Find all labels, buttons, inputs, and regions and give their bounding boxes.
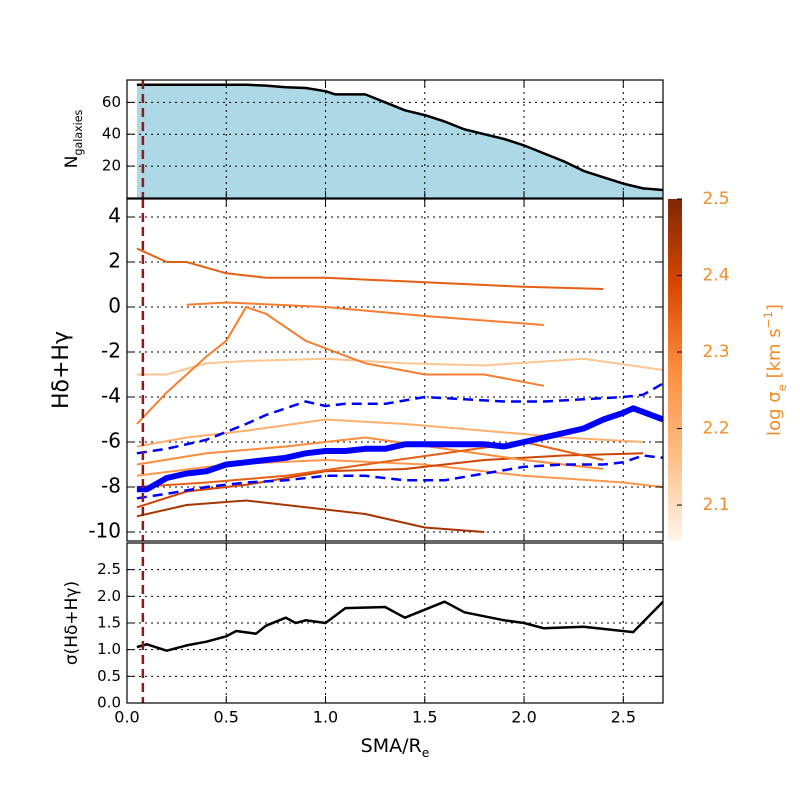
y-tick-label: 60 [102,93,121,111]
data-line [136,83,663,192]
galaxy-line [136,436,604,470]
y-axis-label: Hδ+Hγ [49,331,74,409]
plot-area [127,199,663,541]
galaxy-line [136,357,663,376]
y-tick-label: 0 [108,294,121,318]
y-axis-label: Ngalaxies [62,110,85,169]
colorbar-label-part: log σ [764,391,785,436]
x-tick-label: 1.5 [412,708,437,727]
colorbar-label-part: e [775,384,789,391]
y-axis-label: σ(Hδ+Hγ) [62,581,82,665]
colorbar-label-part: −1 [761,311,775,328]
y-axis-label-part: σ(Hδ+Hγ) [62,581,82,665]
data-line [136,454,663,500]
colorbar-tick-label: 2.4 [702,266,729,286]
x-tick-label: 1.0 [313,708,338,727]
data-line [136,600,663,652]
x-axis-label-part: e [422,746,430,760]
x-tick-label: 0.0 [114,708,139,727]
y-axis-label-part: galaxies [72,110,85,156]
colorbar-tick-label: 2.5 [702,189,729,209]
y-tick-label: 40 [102,125,121,143]
x-axis-label: SMA/Re [361,735,430,760]
y-tick-label: -2 [101,339,121,363]
colorbar [668,199,682,541]
x-tick-label: 2.5 [611,708,636,727]
y-tick-label: 1.0 [97,640,121,658]
galaxy-line [136,247,604,290]
panel-frame [126,542,664,704]
y-tick-label: -10 [88,519,121,543]
x-tick-label: 2.0 [511,708,536,727]
colorbar-tick-label: 2.1 [702,495,729,515]
colorbar-label: log σe [km s−1] [761,304,789,436]
y-tick-label: -4 [101,384,121,408]
plot-area [127,80,663,198]
panel-frame [126,198,664,542]
data-line [136,405,663,493]
plot-area [127,543,663,703]
colorbar-label-part: ] [764,304,785,311]
colorbar-tick-label: 2.3 [702,342,729,362]
y-axis-label-part: N [62,156,82,169]
y-tick-label: 2 [108,249,121,273]
y-axis-label-part: Hδ+Hγ [49,331,74,409]
x-tick-label: 0.5 [214,708,239,727]
galaxy-line [136,499,485,533]
galaxy-line [136,305,545,425]
y-tick-label: 2.0 [97,587,121,605]
y-tick-label: 0.0 [97,694,121,712]
area [136,84,663,198]
y-tick-label: 2.5 [97,560,121,578]
y-tick-label: -8 [101,474,121,498]
galaxy-line [136,452,644,509]
x-axis-label-part: SMA/R [361,735,422,757]
y-tick-label: 4 [108,204,121,228]
y-tick-label: 1.5 [97,614,121,632]
y-tick-label: -6 [101,429,121,453]
y-tick-label: 0.5 [97,667,121,685]
galaxy-line [186,301,544,326]
colorbar-tick-label: 2.2 [702,419,729,439]
colorbar-label-part: [km s [764,328,785,384]
panel-frame [126,79,664,199]
y-tick-label: 20 [102,157,121,175]
